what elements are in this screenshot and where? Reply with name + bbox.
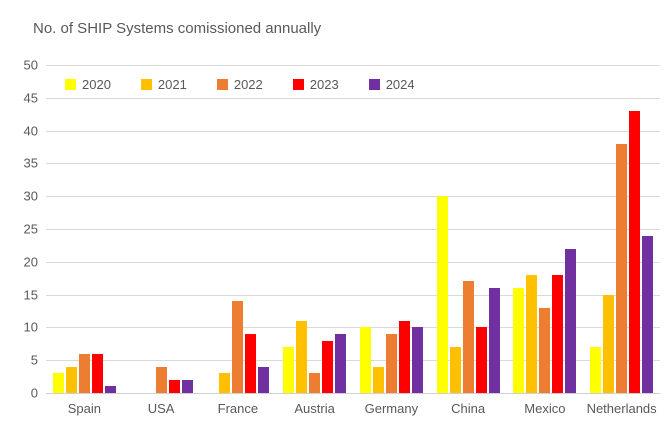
legend-swatch-icon — [65, 79, 76, 90]
x-axis-labels: Spain USA France Austria Germany China Mexico N… — [46, 401, 660, 416]
y-tick-label: 20 — [23, 254, 38, 270]
bar-2022-netherlands — [616, 143, 628, 393]
bar-2024-austria — [335, 333, 347, 393]
bar-2023-france — [245, 333, 257, 393]
bar-2024-usa — [181, 379, 193, 393]
y-tick-label: 30 — [23, 188, 38, 204]
legend-swatch-icon — [140, 79, 152, 90]
gridline — [46, 97, 660, 99]
x-tick-label-netherlands: Netherlands — [586, 401, 657, 416]
bar-2022-spain — [78, 353, 90, 393]
bar-group-usa — [123, 65, 200, 393]
x-tick-label-france: France — [217, 401, 259, 416]
legend-label: 2024 — [385, 77, 415, 92]
bar-groups — [46, 65, 660, 393]
bar-2022-germany — [385, 333, 397, 393]
y-tick-label: 35 — [23, 155, 38, 171]
bar-2021-austria — [296, 320, 308, 393]
legend-item-2022: 2022 — [216, 77, 263, 92]
y-axis-labels: 0 5 10 15 20 25 30 35 40 45 50 — [0, 58, 38, 401]
bar-2021-netherlands — [603, 294, 615, 393]
legend-item-2024: 2024 — [368, 77, 415, 92]
chart-title: No. of SHIP Systems comissioned annually — [33, 20, 322, 37]
bar-2022-mexico — [539, 307, 551, 393]
y-tick-label: 40 — [23, 123, 38, 139]
bar-2020-china — [436, 196, 448, 393]
plot-area: 2020 2021 2022 2023 2024 — [46, 65, 660, 394]
legend-label: 2022 — [233, 77, 263, 92]
gridline — [46, 130, 660, 132]
bar-2023-austria — [322, 340, 334, 393]
bar-2020-austria — [283, 347, 295, 393]
bar-2023-mexico — [552, 274, 564, 393]
x-tick-label-usa: USA — [147, 401, 175, 416]
y-tick-label: 10 — [23, 319, 38, 335]
legend-item-2023: 2023 — [292, 77, 339, 92]
legend-swatch-icon — [368, 79, 380, 90]
legend-label: 2021 — [157, 77, 187, 92]
bar-2023-netherlands — [629, 110, 641, 393]
y-tick-label: 25 — [23, 221, 38, 237]
bar-group-france — [200, 65, 277, 393]
bar-2024-france — [258, 366, 270, 393]
bar-2024-mexico — [565, 248, 577, 393]
y-tick-label: 45 — [23, 90, 38, 106]
legend-item-2020: 2020 — [65, 77, 111, 92]
bar-group-china — [430, 65, 507, 393]
gridline — [46, 196, 660, 198]
legend-label: 2023 — [309, 77, 339, 92]
x-tick-label-spain: Spain — [67, 401, 101, 416]
gridline — [46, 229, 660, 230]
bar-2021-france — [219, 373, 231, 393]
legend-label: 2020 — [82, 77, 111, 92]
x-axis-line — [46, 393, 660, 394]
bar-2020-netherlands — [590, 347, 602, 393]
bar-group-austria — [276, 65, 353, 393]
bar-2022-usa — [155, 366, 167, 393]
gridline — [46, 294, 660, 296]
bar-group-germany — [353, 65, 430, 393]
bar-2021-china — [449, 347, 461, 393]
bar-2023-usa — [168, 379, 180, 393]
bar-2022-austria — [309, 373, 321, 393]
legend-swatch-icon — [216, 79, 228, 90]
legend: 2020 2021 2022 2023 2024 — [65, 77, 415, 92]
bar-2023-spain — [91, 353, 103, 393]
bar-group-spain — [46, 65, 123, 393]
bar-2024-netherlands — [642, 235, 654, 393]
legend-swatch-icon — [292, 79, 304, 90]
y-tick-label: 0 — [30, 385, 38, 401]
gridline — [46, 261, 660, 263]
gridline — [46, 327, 660, 329]
bar-2024-china — [488, 288, 500, 393]
bar-2021-spain — [65, 366, 77, 393]
y-tick-label: 5 — [30, 352, 38, 368]
bar-group-mexico — [507, 65, 584, 393]
x-tick-label-mexico: Mexico — [524, 401, 566, 416]
bar-2023-china — [475, 327, 487, 393]
gridline — [46, 163, 660, 165]
bar-2020-mexico — [513, 288, 525, 393]
bar-2020-germany — [359, 327, 371, 393]
bar-2023-germany — [398, 320, 410, 393]
bar-2021-mexico — [526, 274, 538, 393]
bar-2024-spain — [104, 386, 116, 393]
y-tick-label: 50 — [23, 57, 38, 73]
gridline — [46, 360, 660, 362]
y-tick-label: 15 — [23, 287, 38, 303]
bar-2022-france — [232, 301, 244, 393]
x-tick-label-germany: Germany — [364, 401, 419, 416]
bar-2020-spain — [52, 373, 64, 393]
x-tick-label-china: China — [451, 401, 486, 416]
bar-2024-germany — [411, 327, 423, 393]
bar-group-netherlands — [583, 65, 660, 393]
bar-2021-germany — [372, 366, 384, 393]
legend-item-2021: 2021 — [140, 77, 187, 92]
x-tick-label-austria: Austria — [294, 401, 335, 416]
bar-2022-china — [462, 281, 474, 393]
gridline — [46, 65, 660, 66]
